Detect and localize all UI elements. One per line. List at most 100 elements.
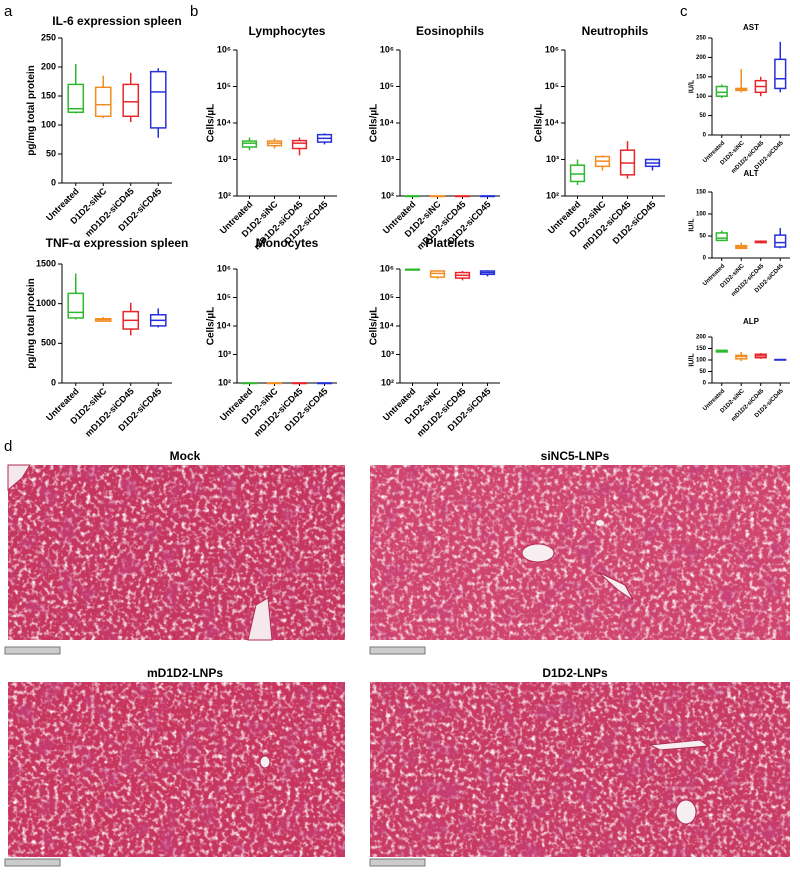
y-tick-label: 10² (546, 190, 559, 200)
panel-label: c (680, 3, 688, 20)
y-axis-label: Cells/µL (369, 307, 380, 346)
chart-title: Neutrophils (582, 24, 649, 38)
scale-bar (369, 858, 426, 867)
y-tick-label: 10³ (381, 349, 394, 359)
scale-bar (369, 646, 426, 655)
y-tick-label: 0 (703, 256, 707, 262)
panel-label: a (4, 3, 13, 20)
y-tick-label: 100 (696, 212, 707, 218)
y-tick-label: 1500 (36, 258, 56, 268)
y-tick-label: 0 (703, 133, 707, 139)
box (291, 139, 308, 150)
y-tick-label: 1000 (36, 298, 56, 308)
scale-bar (4, 646, 61, 655)
box (241, 140, 258, 148)
y-axis-label: IU/L (688, 353, 695, 367)
y-tick-label: 10⁶ (217, 44, 231, 54)
y-tick-label: 50 (699, 113, 706, 119)
y-tick-label: 10⁶ (380, 263, 394, 273)
chart-title: ALT (744, 169, 759, 178)
panel-label: b (190, 3, 198, 20)
y-tick-label: 200 (696, 55, 707, 61)
y-tick-label: 10⁵ (545, 81, 559, 91)
box (715, 232, 728, 242)
y-axis-label: Cells/µL (534, 104, 545, 143)
y-tick-label: 50 (46, 148, 56, 158)
y-tick-label: 100 (696, 358, 707, 364)
y-tick-label: 10² (218, 190, 231, 200)
y-tick-label: 0 (51, 377, 56, 387)
x-tick-label: mD1D2-siCD45 (83, 186, 136, 239)
y-tick-label: 10⁴ (217, 320, 231, 330)
chart-title: Monocytes (256, 236, 319, 250)
histology-image (7, 464, 345, 641)
box (94, 86, 112, 118)
histology-panel: Mock siNC5-LNPs mD1D2-LNPs D1D2-LNP (4, 449, 790, 867)
y-tick-label: 150 (696, 190, 707, 196)
y-tick-label: 10³ (381, 154, 394, 164)
y-tick-label: 10⁶ (380, 44, 394, 54)
y-tick-label: 10² (381, 377, 394, 387)
box (774, 58, 787, 90)
y-tick-label: 10⁵ (380, 292, 394, 302)
box (149, 70, 167, 129)
y-tick-label: 10⁴ (217, 117, 231, 127)
y-tick-label: 50 (699, 234, 706, 240)
y-tick-label: 150 (696, 74, 707, 80)
chart-title: IL-6 expression spleen (52, 14, 181, 28)
y-tick-label: 50 (699, 369, 706, 375)
y-tick-label: 250 (41, 32, 56, 42)
histology-image (370, 465, 790, 640)
box (715, 85, 728, 97)
histology-image (8, 682, 345, 857)
y-tick-label: 10⁵ (217, 81, 231, 91)
y-tick-label: 200 (696, 335, 707, 341)
x-tick-label: mD1D2-siCD45 (83, 386, 136, 439)
panel-label: d (4, 438, 12, 455)
y-tick-label: 0 (703, 381, 707, 387)
image-title: Mock (170, 449, 201, 463)
box (122, 83, 140, 118)
chart-title: ALP (743, 317, 760, 326)
image-title: mD1D2-LNPs (147, 666, 223, 680)
y-tick-label: 0 (51, 177, 56, 187)
y-tick-label: 10³ (218, 154, 231, 164)
y-axis-label: Cells/µL (206, 307, 217, 346)
y-tick-label: 10⁵ (380, 81, 394, 91)
y-tick-label: 10⁶ (217, 263, 231, 273)
y-axis-label: IU/L (688, 79, 695, 93)
scale-bar (4, 858, 61, 867)
chart-title: AST (743, 23, 759, 32)
y-tick-label: 150 (696, 346, 707, 352)
y-tick-label: 250 (696, 36, 707, 42)
y-tick-label: 10³ (546, 154, 559, 164)
y-axis-label: pg/mg total protein (26, 65, 37, 156)
chart-title: Lymphocytes (249, 24, 326, 38)
chart-title: TNF-α expression spleen (46, 236, 189, 250)
image-title: siNC5-LNPs (541, 449, 610, 463)
image-title: D1D2-LNPs (542, 666, 608, 680)
y-tick-label: 150 (41, 90, 56, 100)
box (774, 234, 787, 248)
y-tick-label: 500 (41, 338, 56, 348)
y-tick-label: 10⁶ (545, 44, 559, 54)
y-axis-label: IU/L (688, 218, 695, 232)
y-tick-label: 10² (381, 190, 394, 200)
y-tick-label: 10⁴ (380, 117, 394, 127)
box (67, 292, 85, 319)
y-axis-label: Cells/µL (369, 104, 380, 143)
y-tick-label: 10⁴ (545, 117, 559, 127)
y-tick-label: 100 (41, 119, 56, 129)
y-axis-label: Cells/µL (206, 104, 217, 143)
y-tick-label: 100 (696, 94, 707, 100)
y-axis-label: pg/mg total protein (26, 278, 37, 369)
histology-image (370, 682, 790, 857)
y-tick-label: 10⁵ (217, 292, 231, 302)
y-tick-label: 10³ (218, 349, 231, 359)
y-tick-label: 10⁴ (380, 320, 394, 330)
y-tick-label: 10² (218, 377, 231, 387)
chart-title: Platelets (425, 236, 475, 250)
y-tick-label: 200 (41, 61, 56, 71)
box (67, 83, 85, 113)
